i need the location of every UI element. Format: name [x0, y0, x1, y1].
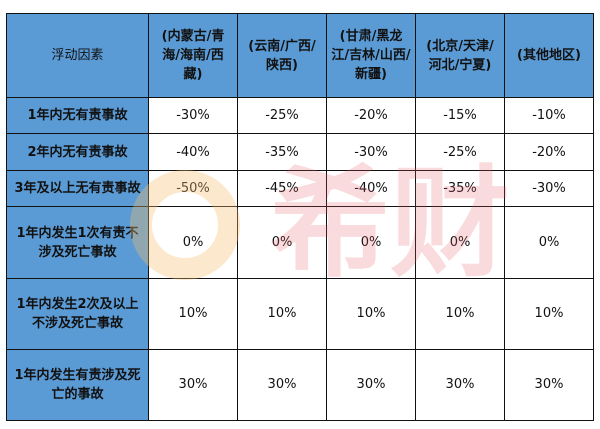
rate-cell: -20%: [504, 133, 594, 171]
row-factor-label: 2年内无有责事故: [6, 133, 149, 171]
rate-cell: 0%: [504, 206, 594, 279]
header-row: 浮动因素 (内蒙古/青海/海南/西藏) (云南/广西/陕西) (甘肃/黑龙江/吉…: [6, 13, 594, 98]
table-row: 1年内无有责事故 -30% -25% -20% -15% -10%: [6, 96, 594, 135]
rate-cell: -10%: [504, 96, 594, 135]
rate-cell: -40%: [326, 169, 416, 208]
rate-cell: -20%: [326, 96, 416, 135]
rate-cell: 10%: [415, 277, 505, 350]
row-factor-label: 1年内无有责事故: [6, 96, 149, 135]
rate-cell: -25%: [415, 133, 505, 171]
table-row: 1年内发生1次有责不涉及死亡事故 0% 0% 0% 0% 0%: [6, 206, 594, 279]
table-row: 3年及以上无有责事故 -50% -45% -40% -35% -30%: [6, 169, 594, 208]
floating-factor-table: 浮动因素 (内蒙古/青海/海南/西藏) (云南/广西/陕西) (甘肃/黑龙江/吉…: [6, 13, 594, 422]
rate-cell: -25%: [237, 96, 327, 135]
row-factor-label: 3年及以上无有责事故: [6, 169, 149, 208]
row-factor-label: 1年内发生1次有责不涉及死亡事故: [6, 206, 149, 279]
rate-cell: 0%: [148, 206, 238, 279]
rate-cell: -15%: [415, 96, 505, 135]
rate-cell: 10%: [237, 277, 327, 350]
row-factor-label: 1年内发生2次及以上不涉及死亡事故: [6, 277, 149, 350]
rate-cell: -35%: [237, 133, 327, 171]
table-row: 1年内发生2次及以上不涉及死亡事故 10% 10% 10% 10% 10%: [6, 277, 594, 350]
rate-cell: -30%: [504, 169, 594, 208]
table-row: 2年内无有责事故 -40% -35% -30% -25% -20%: [6, 133, 594, 171]
rate-cell: 30%: [326, 348, 416, 422]
rate-cell: 10%: [326, 277, 416, 350]
header-region-2: (云南/广西/陕西): [237, 13, 327, 98]
rate-cell: 30%: [237, 348, 327, 422]
rate-cell: 0%: [415, 206, 505, 279]
header-factor: 浮动因素: [6, 13, 149, 98]
rate-cell: 30%: [504, 348, 594, 422]
header-region-5: (其他地区): [504, 13, 594, 98]
header-region-4: (北京/天津/河北/宁夏): [415, 13, 505, 98]
rate-cell: -50%: [148, 169, 238, 208]
rate-cell: -30%: [148, 96, 238, 135]
rate-cell: -35%: [415, 169, 505, 208]
rate-cell: 30%: [415, 348, 505, 422]
rate-cell: -30%: [326, 133, 416, 171]
rate-cell: 0%: [326, 206, 416, 279]
table-row: 1年内发生有责涉及死亡的事故 30% 30% 30% 30% 30%: [6, 348, 594, 422]
rate-cell: 30%: [148, 348, 238, 422]
rate-cell: -45%: [237, 169, 327, 208]
rate-cell: -40%: [148, 133, 238, 171]
header-region-3: (甘肃/黑龙江/吉林/山西/新疆): [326, 13, 416, 98]
row-factor-label: 1年内发生有责涉及死亡的事故: [6, 348, 149, 422]
rate-cell: 10%: [148, 277, 238, 350]
rate-cell: 10%: [504, 277, 594, 350]
rate-cell: 0%: [237, 206, 327, 279]
header-region-1: (内蒙古/青海/海南/西藏): [148, 13, 238, 98]
